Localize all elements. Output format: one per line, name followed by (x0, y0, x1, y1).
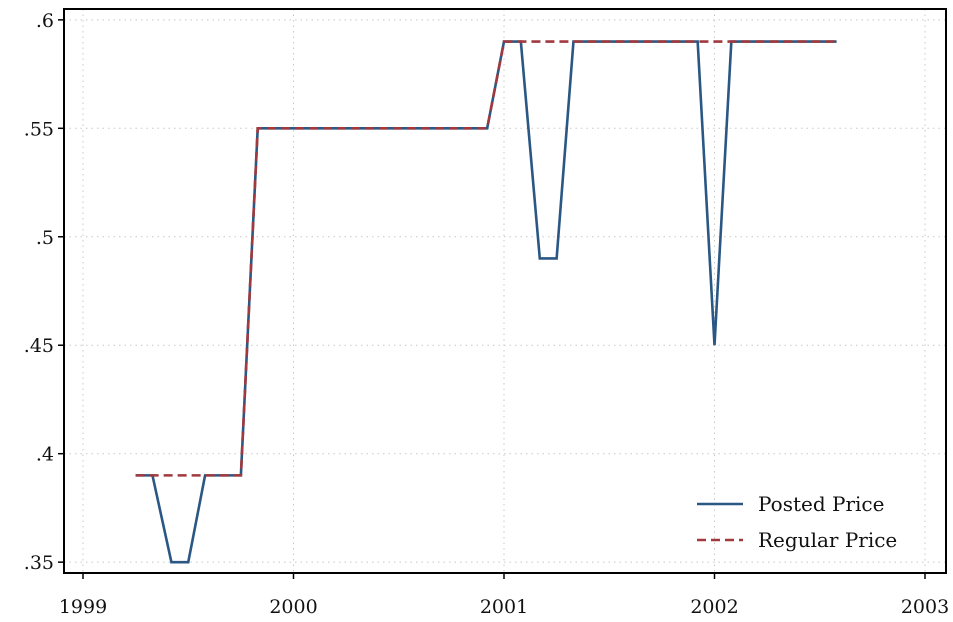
y-tick-label: .55 (24, 118, 54, 140)
legend-label-regular-price: Regular Price (758, 528, 897, 552)
y-tick-label: .5 (36, 227, 54, 249)
x-tick-label: 2002 (690, 596, 738, 618)
x-tick-label: 1999 (59, 596, 107, 618)
regular-price-line (135, 40, 837, 477)
x-tick-label: 2001 (480, 596, 528, 618)
legend-label-posted-price: Posted Price (758, 492, 884, 516)
y-tick-label: .6 (36, 10, 54, 32)
plot-frame (63, 8, 947, 574)
y-tick-label: .45 (24, 335, 54, 357)
y-tick-label: .35 (24, 552, 54, 574)
y-tick-label: .4 (36, 444, 54, 466)
axes: .35 .4 .45 .5 .55 .6 1999 2000 2001 2002 2003 (24, 10, 949, 618)
x-tick-label: 2000 (269, 596, 317, 618)
posted-price-line (135, 40, 837, 564)
legend: Posted Price Regular Price (697, 492, 897, 552)
series-lines (135, 40, 837, 564)
x-tick-label: 2003 (901, 596, 949, 618)
grid-lines (64, 9, 946, 573)
